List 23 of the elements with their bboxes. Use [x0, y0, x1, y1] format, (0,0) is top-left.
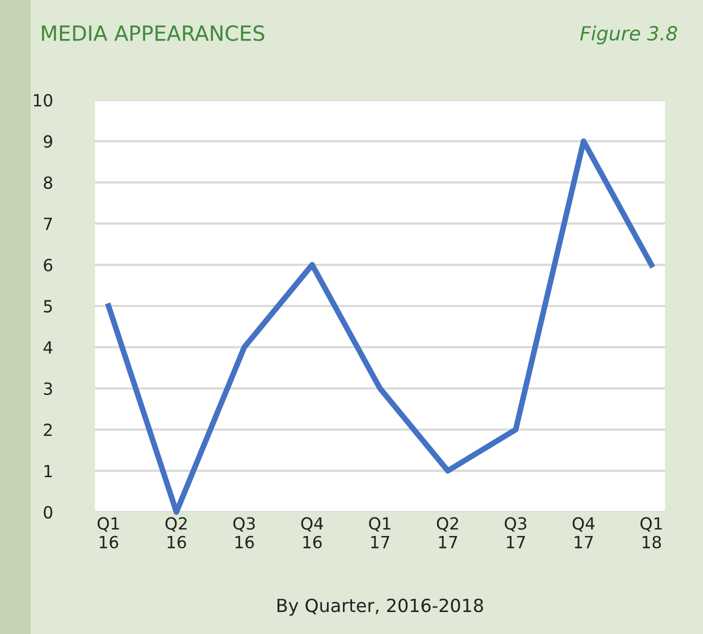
- chart-subtitle: Figure 3.8: [580, 26, 678, 44]
- y-tick-label: 4: [44, 341, 52, 354]
- x-axis-title: By Quarter, 2016-2018: [278, 598, 483, 616]
- y-tick-label: 2: [44, 424, 52, 436]
- y-tick-label: 7: [44, 218, 52, 230]
- x-tick-label: Q2 16: [166, 517, 187, 548]
- x-tick-label: Q3 17: [504, 517, 526, 548]
- x-tick-label: Q4 17: [572, 517, 594, 548]
- y-tick-label: 10: [34, 94, 52, 107]
- x-tick-label: Q3 16: [233, 517, 255, 548]
- x-tick-label: Q2 17: [436, 517, 458, 548]
- chart-title: MEDIA APPEARANCES: [42, 25, 264, 42]
- x-tick-label: Q1 16: [98, 517, 119, 548]
- y-tick-label: 0: [44, 506, 52, 519]
- y-tick-label: 8: [44, 176, 52, 189]
- x-tick-label: Q4 16: [301, 517, 324, 548]
- y-tick-label: 5: [44, 300, 52, 313]
- x-tick-label: Q1 17: [369, 517, 390, 548]
- y-tick-label: 9: [44, 135, 52, 148]
- y-tick-label: 1: [44, 464, 52, 478]
- y-tick-label: 3: [44, 382, 52, 395]
- y-tick-label: 6: [44, 258, 52, 272]
- x-tick-label: Q1 18: [640, 517, 662, 548]
